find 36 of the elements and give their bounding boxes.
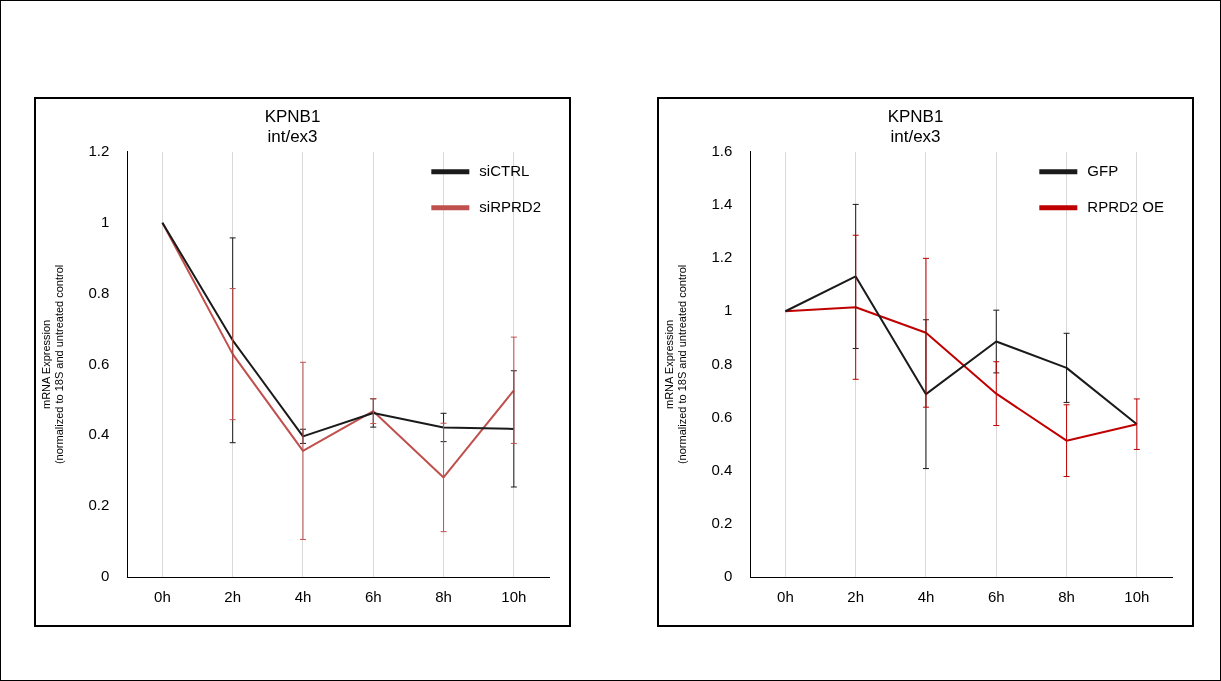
legend-label: GFP — [1087, 161, 1119, 179]
y-tick-label: 1.4 — [711, 195, 733, 213]
y-tick-label: 1.2 — [88, 141, 110, 159]
y-tick-label: 0.4 — [88, 425, 110, 443]
y-tick-label: 1 — [723, 301, 733, 319]
y-tick-label: 0.6 — [88, 354, 110, 372]
y-tick-label: 0.4 — [711, 460, 733, 478]
x-tick-label: 0h — [777, 588, 794, 606]
y-tick-label: 0.8 — [88, 283, 110, 301]
y-tick-label: 0.8 — [711, 354, 733, 372]
chart-title: KPNB1 int/ex3 — [264, 106, 321, 147]
y-tick-label: 0.2 — [711, 513, 733, 531]
chart-title: KPNB1 int/ex3 — [887, 106, 944, 147]
x-tick-label: 4h — [917, 588, 935, 606]
y-tick-label: 0 — [723, 567, 733, 585]
y-tick-label: 0 — [100, 567, 110, 585]
x-tick-label: 10h — [501, 588, 527, 606]
x-tick-label: 8h — [435, 588, 452, 606]
y-tick-label: 1 — [100, 212, 110, 230]
x-tick-label: 2h — [847, 588, 865, 606]
x-tick-label: 6h — [364, 588, 382, 606]
x-tick-label: 10h — [1124, 588, 1150, 606]
y-axis-title: mRNA Expression (normalized to 18S and untreated control — [39, 264, 65, 465]
x-tick-label: 4h — [294, 588, 312, 606]
legend-label: RPRD2 OE — [1087, 197, 1164, 215]
x-tick-label: 0h — [154, 588, 171, 606]
y-tick-label: 0.6 — [711, 407, 733, 425]
x-tick-label: 2h — [224, 588, 242, 606]
x-tick-label: 6h — [987, 588, 1005, 606]
y-tick-label: 1.6 — [711, 141, 733, 159]
x-tick-label: 8h — [1058, 588, 1075, 606]
y-tick-label: 0.2 — [88, 496, 110, 514]
y-axis-title: mRNA Expression (normalized to 18S and untreated control — [662, 264, 688, 465]
legend-label: siCTRL — [479, 161, 530, 179]
legend-label: siRPRD2 — [479, 197, 542, 215]
y-tick-label: 1.2 — [711, 248, 733, 266]
